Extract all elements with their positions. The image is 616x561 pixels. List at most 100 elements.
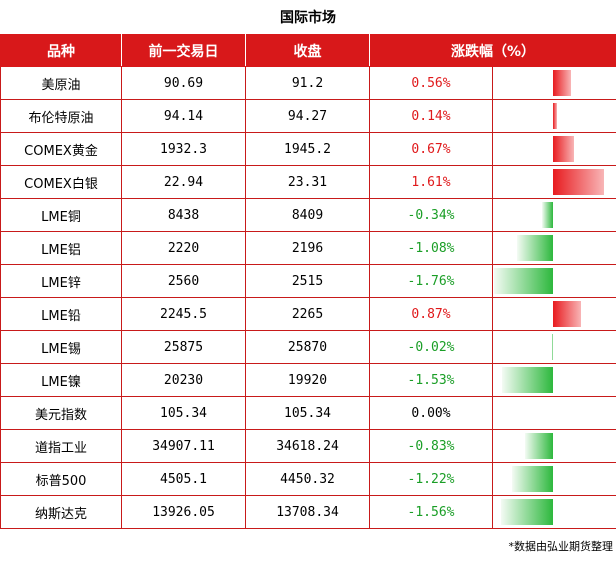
variety-cell: 标普500 xyxy=(0,462,122,496)
prev-close-cell: 2220 xyxy=(121,231,246,265)
table-row: LME锡 25875 25870 -0.02% xyxy=(0,330,616,364)
source-note: *数据由弘业期货整理 xyxy=(508,540,614,553)
table-row: 道指工业 34907.11 34618.24 -0.83% xyxy=(0,429,616,463)
prev-close-cell: 22.94 xyxy=(121,165,246,199)
change-cell: 0.00% xyxy=(369,396,493,430)
table-row: LME锌 2560 2515 -1.76% xyxy=(0,264,616,298)
change-bar-cell xyxy=(492,330,616,364)
prev-close-cell: 2245.5 xyxy=(121,297,246,331)
change-cell: -0.34% xyxy=(369,198,493,232)
change-cell: 0.87% xyxy=(369,297,493,331)
close-cell: 25870 xyxy=(245,330,370,364)
header-row: 品种 前一交易日 收盘 涨跌幅（%） xyxy=(0,34,616,67)
change-bar xyxy=(517,235,553,261)
change-cell: -1.56% xyxy=(369,495,493,529)
change-cell: 0.67% xyxy=(369,132,493,166)
change-cell: 0.14% xyxy=(369,99,493,133)
change-bar-cell xyxy=(492,495,616,529)
change-bar-cell xyxy=(492,132,616,166)
variety-cell: LME铅 xyxy=(0,297,122,331)
close-cell: 2515 xyxy=(245,264,370,298)
prev-close-cell: 2560 xyxy=(121,264,246,298)
prev-close-cell: 13926.05 xyxy=(121,495,246,529)
prev-close-cell: 1932.3 xyxy=(121,132,246,166)
change-bar xyxy=(512,466,553,492)
change-cell: -0.83% xyxy=(369,429,493,463)
variety-cell: LME锌 xyxy=(0,264,122,298)
variety-cell: 美原油 xyxy=(0,66,122,100)
prev-close-cell: 4505.1 xyxy=(121,462,246,496)
change-cell: 0.56% xyxy=(369,66,493,100)
variety-cell: 布伦特原油 xyxy=(0,99,122,133)
change-bar xyxy=(502,367,553,393)
prev-close-cell: 94.14 xyxy=(121,99,246,133)
change-cell: -1.22% xyxy=(369,462,493,496)
variety-cell: LME锡 xyxy=(0,330,122,364)
header-prev-day: 前一交易日 xyxy=(121,34,246,67)
variety-cell: 美元指数 xyxy=(0,396,122,430)
change-cell: 1.61% xyxy=(369,165,493,199)
close-cell: 13708.34 xyxy=(245,495,370,529)
change-bar-cell xyxy=(492,99,616,133)
variety-cell: LME镍 xyxy=(0,363,122,397)
change-bar-cell xyxy=(492,297,616,331)
table-row: COMEX黄金 1932.3 1945.2 0.67% xyxy=(0,132,616,166)
change-bar-cell xyxy=(492,396,616,430)
close-cell: 105.34 xyxy=(245,396,370,430)
table-row: 美元指数 105.34 105.34 0.00% xyxy=(0,396,616,430)
close-cell: 1945.2 xyxy=(245,132,370,166)
change-cell: -1.53% xyxy=(369,363,493,397)
close-cell: 34618.24 xyxy=(245,429,370,463)
prev-close-cell: 20230 xyxy=(121,363,246,397)
table-title: 国际市场 xyxy=(280,10,336,26)
change-bar xyxy=(553,103,557,129)
close-cell: 2265 xyxy=(245,297,370,331)
change-bar-cell xyxy=(492,165,616,199)
header-close: 收盘 xyxy=(245,34,370,67)
change-bar xyxy=(542,202,553,228)
variety-cell: 道指工业 xyxy=(0,429,122,463)
table-row: LME铝 2220 2196 -1.08% xyxy=(0,231,616,265)
table-row: LME铜 8438 8409 -0.34% xyxy=(0,198,616,232)
prev-close-cell: 25875 xyxy=(121,330,246,364)
close-cell: 91.2 xyxy=(245,66,370,100)
close-cell: 2196 xyxy=(245,231,370,265)
change-bar xyxy=(553,70,571,96)
close-cell: 4450.32 xyxy=(245,462,370,496)
close-cell: 23.31 xyxy=(245,165,370,199)
table-row: 美原油 90.69 91.2 0.56% xyxy=(0,66,616,100)
prev-close-cell: 105.34 xyxy=(121,396,246,430)
table-body: 美原油 90.69 91.2 0.56% 布伦特原油 94.14 94.27 0.14% COM… xyxy=(0,66,616,529)
change-bar-cell xyxy=(492,198,616,232)
table-row: 标普500 4505.1 4450.32 -1.22% xyxy=(0,462,616,496)
variety-cell: LME铜 xyxy=(0,198,122,232)
change-cell: -1.08% xyxy=(369,231,493,265)
table-row: LME镍 20230 19920 -1.53% xyxy=(0,363,616,397)
close-cell: 8409 xyxy=(245,198,370,232)
prev-close-cell: 8438 xyxy=(121,198,246,232)
change-bar xyxy=(553,136,574,162)
change-bar xyxy=(525,433,553,459)
change-bar-cell xyxy=(492,264,616,298)
header-variety: 品种 xyxy=(0,34,122,67)
header-change: 涨跌幅（%） xyxy=(369,34,616,67)
close-cell: 94.27 xyxy=(245,99,370,133)
change-cell: -1.76% xyxy=(369,264,493,298)
variety-cell: LME铝 xyxy=(0,231,122,265)
change-bar-cell xyxy=(492,363,616,397)
variety-cell: COMEX白银 xyxy=(0,165,122,199)
change-bar xyxy=(494,268,553,294)
change-bar xyxy=(553,169,604,195)
change-bar xyxy=(552,334,553,360)
table-row: 布伦特原油 94.14 94.27 0.14% xyxy=(0,99,616,133)
table-row: COMEX白银 22.94 23.31 1.61% xyxy=(0,165,616,199)
variety-cell: COMEX黄金 xyxy=(0,132,122,166)
close-cell: 19920 xyxy=(245,363,370,397)
prev-close-cell: 34907.11 xyxy=(121,429,246,463)
prev-close-cell: 90.69 xyxy=(121,66,246,100)
table-row: LME铅 2245.5 2265 0.87% xyxy=(0,297,616,331)
change-cell: -0.02% xyxy=(369,330,493,364)
change-bar-cell xyxy=(492,66,616,100)
change-bar-cell xyxy=(492,462,616,496)
change-bar-cell xyxy=(492,429,616,463)
